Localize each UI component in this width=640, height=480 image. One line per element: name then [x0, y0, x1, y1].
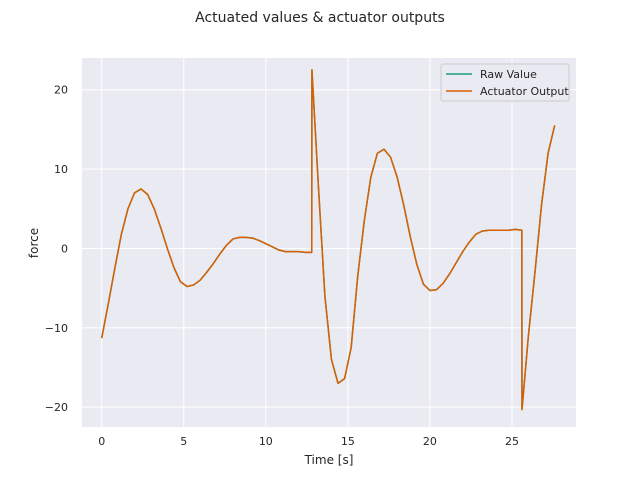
- chart-title: Actuated values & actuator outputs: [195, 10, 445, 26]
- x-tick-label: 5: [180, 435, 187, 448]
- y-axis-label: force: [27, 228, 41, 258]
- x-tick-label: 15: [341, 435, 355, 448]
- grid-lines: [82, 58, 576, 427]
- series-line-actuator-output: [100, 69, 556, 411]
- x-tick-label: 20: [423, 435, 437, 448]
- y-tick-label: 20: [54, 84, 68, 97]
- legend-label-actuator-output: Actuator Output: [480, 85, 569, 98]
- x-tick-label: 0: [98, 435, 105, 448]
- legend: Raw Value Actuator Output: [440, 63, 570, 102]
- x-tick-label: 10: [259, 435, 273, 448]
- x-tick-label: 25: [505, 435, 519, 448]
- y-tick-label: −10: [45, 322, 68, 335]
- legend-box: [440, 63, 570, 102]
- y-tick-label: 0: [61, 242, 68, 255]
- y-tick-label: −20: [45, 401, 68, 414]
- x-axis-label: Time [s]: [304, 453, 354, 467]
- y-tick-label: 10: [54, 163, 68, 176]
- legend-label-raw-value: Raw Value: [480, 68, 537, 81]
- tick-labels: 0 5 10 15 20 25 −20 −10 0 10 20: [45, 84, 519, 448]
- series-layer: [100, 69, 556, 411]
- plot-area: [82, 58, 576, 427]
